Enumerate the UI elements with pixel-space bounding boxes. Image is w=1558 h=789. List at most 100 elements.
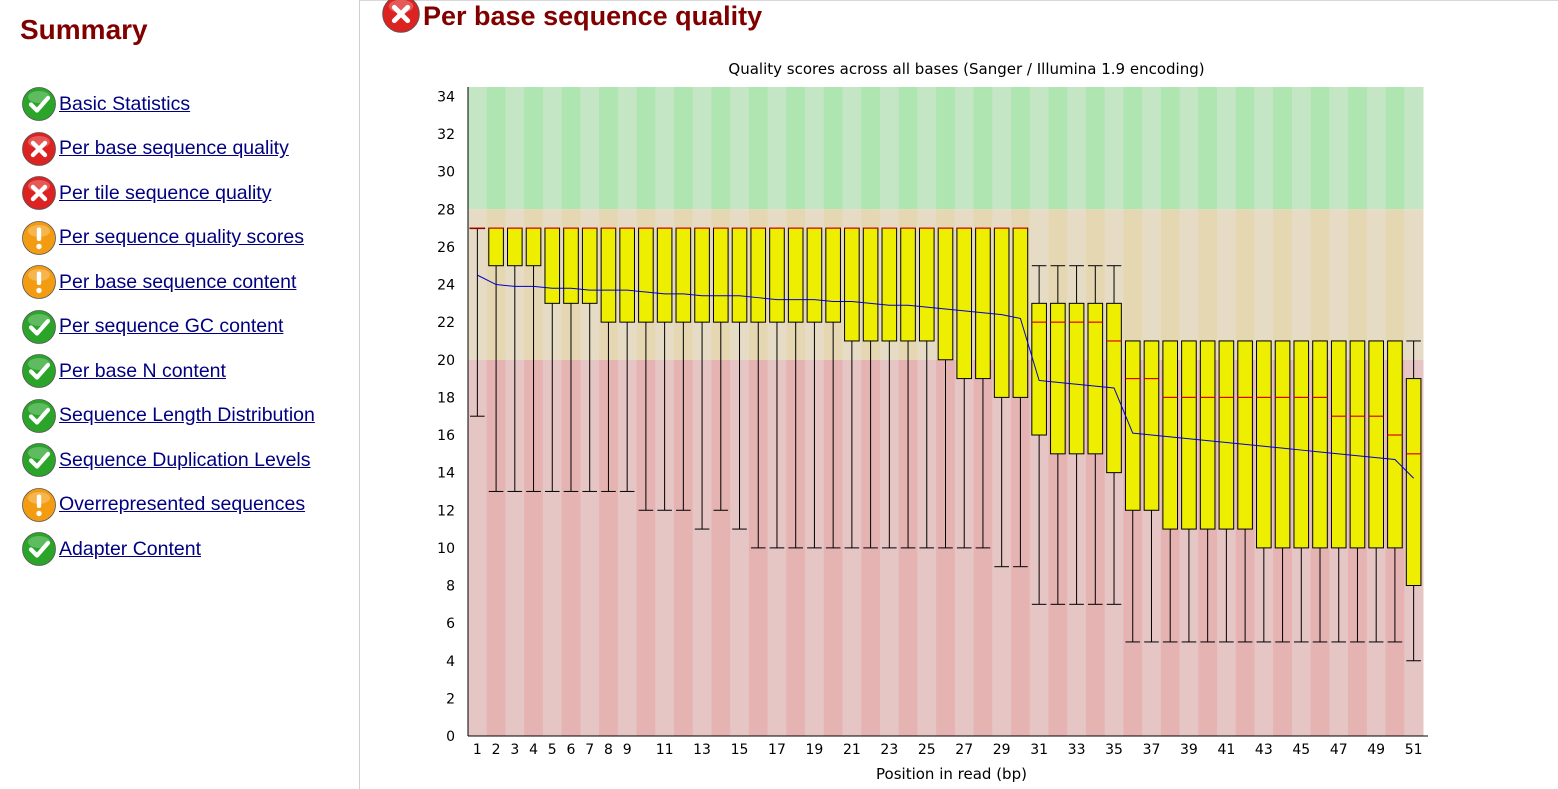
- x-tick-label: 27: [955, 742, 973, 758]
- good-zone-band: [1123, 87, 1143, 210]
- x-tick-label: 4: [529, 742, 538, 758]
- module-link[interactable]: Per sequence GC content: [59, 315, 284, 338]
- good-zone-band: [879, 87, 900, 210]
- y-tick-label: 28: [437, 202, 455, 218]
- y-tick-label: 10: [437, 541, 455, 557]
- good-zone-band: [1291, 87, 1312, 210]
- ok-zone-band: [1366, 209, 1387, 360]
- module-list-item: Overrepresented sequences: [21, 483, 315, 528]
- good-zone-band: [1011, 87, 1031, 210]
- quartile-box: [1181, 340, 1197, 530]
- quartile-box: [525, 227, 542, 267]
- x-axis-label: Position in read (bp): [876, 765, 1027, 783]
- quartile-box: [1218, 340, 1235, 530]
- quartile-box: [769, 227, 785, 323]
- bad-zone-band: [730, 359, 750, 736]
- x-tick-label: 3: [510, 742, 519, 758]
- quartile-box: [1124, 340, 1141, 511]
- good-zone-band: [730, 87, 750, 210]
- pass-icon: [21, 309, 57, 345]
- quality-boxplot-chart: Quality scores across all bases (Sanger …: [437, 60, 1428, 783]
- ok-zone-band: [1385, 209, 1405, 360]
- module-panel: Per base sequence quality Quality scores…: [361, 0, 1558, 789]
- good-zone-band: [542, 87, 563, 210]
- x-tick-label: 8: [604, 742, 613, 758]
- quartile-box: [937, 227, 954, 361]
- quartile-box: [731, 227, 748, 323]
- ok-zone-band: [1217, 209, 1237, 360]
- x-tick-label: 33: [1068, 742, 1086, 758]
- good-zone-band: [524, 87, 544, 210]
- good-zone-band: [711, 87, 731, 210]
- quartile-box: [656, 227, 673, 323]
- module-list-item: Per sequence GC content: [21, 305, 315, 350]
- good-zone-band: [973, 87, 993, 210]
- module-link[interactable]: Sequence Length Distribution: [59, 404, 315, 427]
- x-tick-label: 29: [993, 742, 1011, 758]
- module-list: Basic Statistics Per base sequence qualit…: [21, 82, 315, 572]
- ok-zone-band: [1329, 209, 1349, 360]
- y-tick-label: 34: [437, 89, 455, 105]
- module-link[interactable]: Per base N content: [59, 359, 226, 382]
- x-tick-label: 2: [492, 742, 501, 758]
- good-zone-band: [1160, 87, 1181, 210]
- good-zone-band: [636, 87, 656, 210]
- warn-icon: [21, 487, 57, 523]
- y-tick-label: 12: [437, 503, 455, 519]
- x-tick-label: 41: [1217, 742, 1235, 758]
- module-link[interactable]: Adapter Content: [59, 537, 202, 560]
- quartile-box: [581, 227, 598, 304]
- module-link[interactable]: Basic Statistics: [59, 92, 191, 115]
- module-link[interactable]: Overrepresented sequences: [59, 493, 306, 516]
- quartile-box: [1012, 227, 1029, 398]
- good-zone-band: [861, 87, 881, 210]
- x-tick-label: 9: [623, 742, 632, 758]
- good-zone-band: [1048, 87, 1068, 210]
- bad-zone-band: [617, 359, 638, 736]
- good-zone-band: [580, 87, 600, 210]
- quartile-box: [507, 227, 523, 267]
- quartile-box: [1330, 340, 1347, 549]
- good-zone-band: [1029, 87, 1049, 210]
- good-zone-band: [673, 87, 694, 210]
- y-tick-label: 14: [437, 466, 455, 482]
- module-link[interactable]: Per base sequence quality: [59, 137, 289, 160]
- quartile-box: [1087, 302, 1104, 455]
- module-link[interactable]: Per tile sequence quality: [59, 181, 272, 204]
- quartile-box: [918, 227, 935, 342]
- good-zone-band: [1385, 87, 1405, 210]
- y-tick-label: 0: [446, 729, 455, 745]
- ok-zone-band: [1273, 209, 1293, 360]
- quartile-box: [1405, 378, 1422, 587]
- good-zone-band: [748, 87, 769, 210]
- quartile-box: [638, 227, 654, 323]
- fail-icon: [21, 175, 57, 211]
- x-tick-label: 19: [806, 742, 824, 758]
- ok-zone-band: [1123, 209, 1143, 360]
- ok-zone-band: [1142, 209, 1162, 360]
- ok-zone-band: [1291, 209, 1312, 360]
- good-zone-band: [1235, 87, 1255, 210]
- module-link[interactable]: Per base sequence content: [59, 270, 297, 293]
- quartile-box: [1293, 340, 1310, 549]
- fail-icon: [381, 0, 421, 34]
- quartile-box: [975, 227, 991, 380]
- good-zone-band: [692, 87, 712, 210]
- ok-zone-band: [1179, 209, 1199, 360]
- x-tick-label: 37: [1143, 742, 1161, 758]
- quartile-box: [563, 227, 579, 304]
- good-zone-band: [898, 87, 918, 210]
- mean-quality-line: [477, 274, 1414, 479]
- x-tick-label: 51: [1405, 742, 1423, 758]
- good-zone-band: [1104, 87, 1124, 210]
- module-link[interactable]: Per sequence quality scores: [59, 226, 304, 249]
- quartile-box: [619, 227, 635, 323]
- y-tick-label: 8: [446, 579, 455, 595]
- x-tick-label: 49: [1367, 742, 1385, 758]
- y-tick-label: 22: [437, 315, 455, 331]
- bad-zone-band: [655, 359, 675, 736]
- module-link[interactable]: Sequence Duplication Levels: [59, 448, 311, 471]
- warn-icon: [21, 220, 57, 256]
- good-zone-band: [1142, 87, 1162, 210]
- y-tick-label: 32: [437, 127, 455, 143]
